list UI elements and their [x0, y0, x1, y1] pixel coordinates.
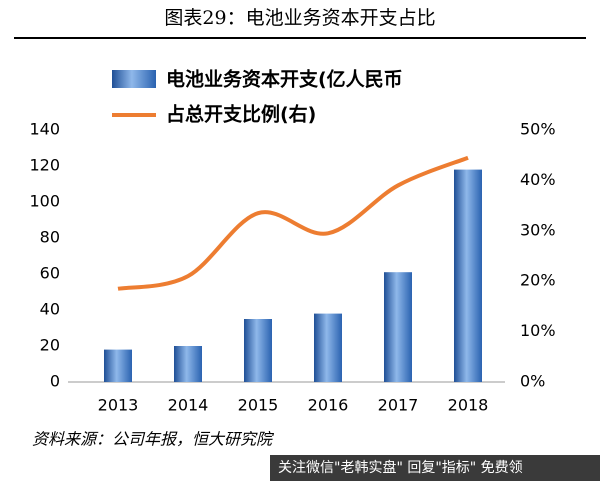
y2-tick-label: 30%: [520, 220, 556, 239]
y2-tick-label: 40%: [520, 170, 556, 189]
y2-tick-label: 10%: [520, 321, 556, 340]
y-tick-label: 80: [40, 228, 60, 247]
line: [117, 155, 469, 291]
watermark: 关注微信"老韩实盘" 回复"指标" 免费领: [278, 459, 523, 476]
legend-label: 占总开支比例(右): [166, 103, 316, 126]
y-tick-label: 40: [40, 300, 60, 319]
bar: [104, 349, 132, 382]
y-tick-label: 120: [29, 156, 60, 175]
y-tick-label: 140: [29, 120, 60, 139]
source: 资料来源：公司年报，恒大研究院: [32, 430, 275, 449]
y-tick-label: 100: [29, 192, 60, 211]
watermark-band: [270, 455, 600, 481]
y2-tick-label: 0%: [520, 372, 545, 391]
x-tick-label: 2016: [308, 396, 349, 415]
legend-label: 电池业务资本开支(亿人民币: [166, 68, 403, 91]
bar: [454, 169, 482, 382]
chart-title: 图表29：电池业务资本开支占比: [164, 7, 435, 29]
bar: [314, 313, 342, 382]
y-tick-label: 0: [50, 372, 60, 391]
bar: [244, 319, 272, 382]
legend-swatch: [112, 70, 156, 88]
y-tick-label: 60: [40, 264, 60, 283]
x-tick-label: 2014: [168, 396, 209, 415]
x-tick-label: 2017: [378, 396, 419, 415]
y-tick-label: 20: [40, 336, 60, 355]
y2-tick-label: 20%: [520, 271, 556, 290]
x-tick-label: 2018: [448, 396, 489, 415]
bar: [384, 272, 412, 382]
x-tick-label: 2013: [98, 396, 139, 415]
y2-tick-label: 50%: [520, 120, 556, 139]
x-tick-label: 2015: [238, 396, 279, 415]
bar: [174, 346, 202, 382]
